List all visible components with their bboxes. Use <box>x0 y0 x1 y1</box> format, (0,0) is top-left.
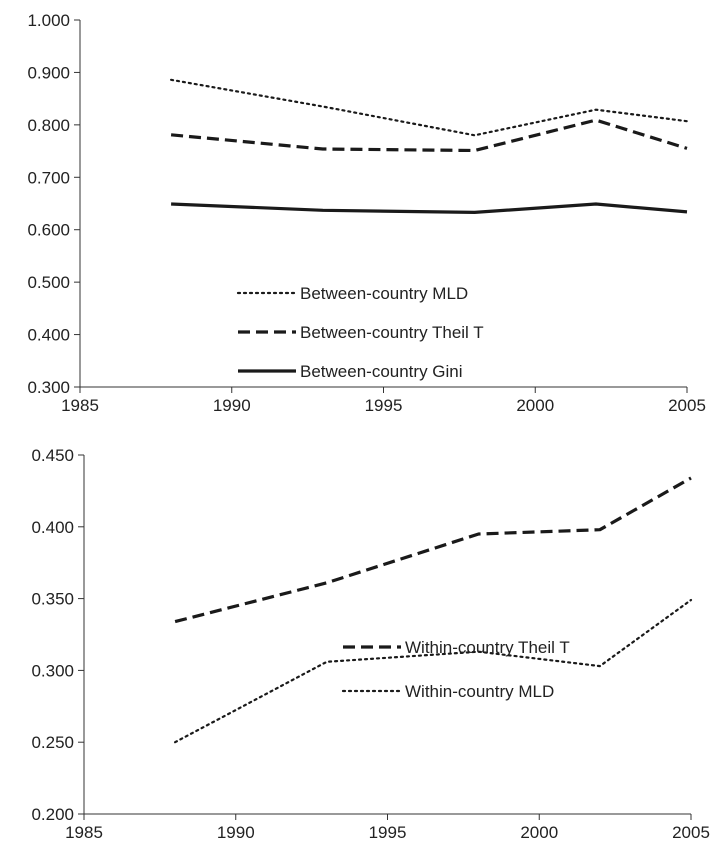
legend: Between-country MLD Between-country Theil… <box>236 284 484 381</box>
series-line-within-country-theil-t <box>174 476 692 624</box>
series-line-within-country-mld <box>174 598 693 744</box>
y-tick-label: 0.250 <box>31 733 74 752</box>
x-tick-label: 1985 <box>65 823 103 842</box>
x-tick-label: 1995 <box>369 823 407 842</box>
x-ticks: 1985 1990 1995 2000 2005 <box>65 814 710 842</box>
y-tick-label: 0.300 <box>31 661 74 680</box>
between-country-chart: 0.300 0.400 0.500 0.600 0.700 0.800 0.900 1.000… <box>27 11 705 415</box>
x-tick-label: 1985 <box>61 396 99 415</box>
y-tick-label: 0.600 <box>27 221 70 240</box>
legend-item: Between-country Theil T <box>238 323 484 342</box>
y-ticks: 0.300 0.400 0.500 0.600 0.700 0.800 0.900 1.000 <box>27 11 80 397</box>
legend-item: Within-country Theil T <box>343 638 570 657</box>
legend-label: Between-country Theil T <box>300 323 484 342</box>
series-lines <box>174 476 693 744</box>
legend-label: Between-country Gini <box>300 362 463 381</box>
series-line-between-country-gini <box>171 202 688 214</box>
y-tick-label: 0.900 <box>27 63 70 82</box>
legend-label: Within-country Theil T <box>405 638 570 657</box>
series-line-between-country-mld <box>170 78 689 137</box>
y-tick-label: 0.400 <box>27 326 70 345</box>
y-tick-label: 0.350 <box>31 590 74 609</box>
legend: Within-country Theil T Within-country MLD <box>341 638 570 701</box>
y-tick-label: 0.700 <box>27 168 70 187</box>
y-tick-label: 0.800 <box>27 116 70 135</box>
x-tick-label: 2000 <box>520 823 558 842</box>
legend-item: Between-country Gini <box>238 362 463 381</box>
x-tick-label: 2000 <box>516 396 554 415</box>
x-tick-label: 1995 <box>365 396 403 415</box>
y-ticks: 0.200 0.250 0.300 0.350 0.400 0.450 <box>31 446 84 824</box>
series-line-between-country-theil-t <box>170 118 688 153</box>
y-tick-label: 0.450 <box>31 446 74 465</box>
legend-item: Between-country MLD <box>236 284 468 303</box>
legend-label: Within-country MLD <box>405 682 554 701</box>
legend-label: Between-country MLD <box>300 284 468 303</box>
x-tick-label: 2005 <box>668 396 706 415</box>
y-tick-label: 0.300 <box>27 378 70 397</box>
x-ticks: 1985 1990 1995 2000 2005 <box>61 387 706 415</box>
y-tick-label: 0.500 <box>27 273 70 292</box>
y-tick-label: 0.200 <box>31 805 74 824</box>
x-tick-label: 1990 <box>217 823 255 842</box>
y-tick-label: 1.000 <box>27 11 70 30</box>
series-lines <box>170 78 689 214</box>
x-tick-label: 1990 <box>213 396 251 415</box>
legend-item: Within-country MLD <box>341 682 554 701</box>
y-tick-label: 0.400 <box>31 518 74 537</box>
x-tick-label: 2005 <box>672 823 710 842</box>
